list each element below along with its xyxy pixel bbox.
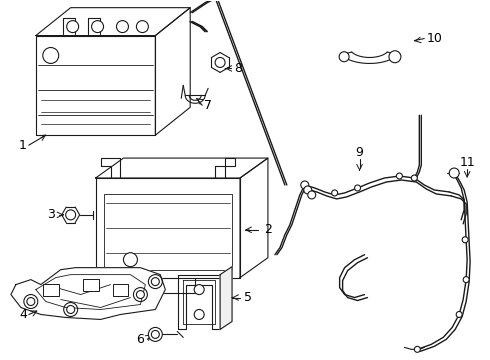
Circle shape	[396, 173, 402, 179]
Text: 10: 10	[426, 32, 442, 45]
Circle shape	[308, 191, 316, 199]
Polygon shape	[96, 158, 268, 178]
Circle shape	[389, 51, 401, 63]
Circle shape	[415, 346, 420, 352]
Circle shape	[301, 181, 309, 189]
Circle shape	[123, 253, 137, 267]
Circle shape	[463, 276, 469, 283]
Circle shape	[304, 186, 312, 194]
Circle shape	[43, 48, 59, 63]
Circle shape	[136, 21, 148, 32]
Circle shape	[92, 21, 103, 32]
Polygon shape	[36, 36, 155, 135]
Polygon shape	[155, 8, 190, 135]
Circle shape	[136, 291, 145, 298]
Polygon shape	[11, 268, 165, 319]
Circle shape	[67, 306, 74, 314]
Circle shape	[412, 175, 417, 181]
Text: 6: 6	[137, 333, 145, 346]
Circle shape	[117, 21, 128, 32]
Circle shape	[332, 190, 338, 196]
Circle shape	[215, 58, 225, 67]
Circle shape	[449, 168, 459, 178]
Text: 11: 11	[459, 156, 475, 168]
Circle shape	[456, 311, 462, 318]
Polygon shape	[220, 267, 232, 329]
Circle shape	[339, 52, 349, 62]
Circle shape	[148, 328, 162, 341]
Bar	[83, 279, 98, 291]
Bar	[43, 284, 59, 296]
Text: 3: 3	[47, 208, 55, 221]
Polygon shape	[240, 158, 268, 278]
Polygon shape	[36, 8, 190, 36]
Text: 7: 7	[204, 99, 212, 112]
Polygon shape	[341, 52, 398, 63]
Circle shape	[355, 185, 361, 191]
Circle shape	[66, 210, 75, 220]
Circle shape	[151, 330, 159, 338]
Text: 9: 9	[356, 145, 364, 159]
Circle shape	[67, 21, 78, 32]
Text: 8: 8	[234, 62, 242, 75]
Text: 5: 5	[244, 291, 252, 304]
Bar	[113, 284, 128, 296]
Text: 1: 1	[19, 139, 27, 152]
Circle shape	[27, 298, 35, 306]
Circle shape	[194, 285, 204, 294]
Text: 4: 4	[19, 308, 27, 321]
Circle shape	[194, 310, 204, 319]
Text: 2: 2	[264, 223, 272, 236]
Circle shape	[151, 278, 159, 285]
Circle shape	[462, 237, 468, 243]
